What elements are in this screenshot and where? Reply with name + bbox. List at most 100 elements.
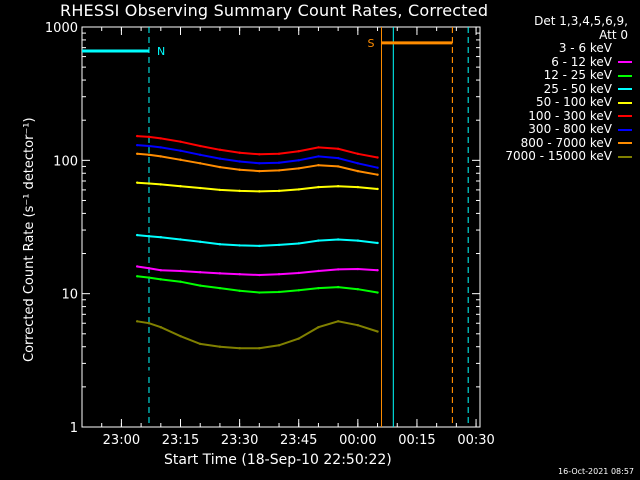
legend-item: 3 - 6 keV — [559, 42, 632, 55]
x-tick-label: 23:45 — [280, 433, 317, 448]
data-point — [336, 370, 340, 373]
data-point — [258, 372, 261, 376]
data-point — [147, 182, 151, 185]
data-point — [159, 326, 163, 329]
series-layer — [135, 134, 379, 380]
data-point — [376, 330, 379, 333]
legend-swatch — [618, 47, 632, 50]
data-point — [317, 163, 320, 167]
legend-swatch — [618, 128, 632, 131]
legend-item: 300 - 800 keV — [528, 123, 632, 136]
data-point — [336, 268, 340, 271]
data-point — [238, 289, 241, 293]
data-point — [147, 370, 151, 373]
timestamp: 16-Oct-2021 08:57 — [558, 467, 634, 476]
data-point — [147, 267, 151, 270]
chart-title: RHESSI Observing Summary Count Rates, Co… — [60, 1, 489, 20]
legend-label: 50 - 100 keV — [535, 95, 612, 109]
annotation-label: S — [367, 37, 374, 50]
data-point — [199, 270, 202, 274]
legend-label: 6 - 12 keV — [551, 54, 612, 69]
data-point — [199, 162, 202, 165]
data-point — [199, 372, 202, 376]
axes-layer: 1 10 100 1000 23:00 23:15 23:30 23:45 00:00 00:15… — [45, 21, 495, 448]
data-point — [376, 187, 379, 191]
data-point — [238, 346, 241, 350]
data-point — [199, 342, 202, 346]
data-point — [135, 275, 139, 278]
data-point — [218, 345, 222, 348]
data-point — [238, 244, 241, 247]
legend-item: 50 - 100 keV — [536, 96, 632, 109]
legend-swatch — [618, 61, 632, 63]
data-point — [376, 241, 379, 245]
data-point — [159, 155, 163, 158]
legend-item: 800 - 7000 keV — [521, 136, 632, 150]
x-tick-label: 00:15 — [398, 433, 435, 448]
data-point — [277, 370, 281, 373]
y-tick-label: 1000 — [45, 21, 78, 36]
data-point — [336, 165, 340, 168]
legend-item: 6 - 12 keV — [551, 54, 632, 69]
data-point — [238, 160, 241, 163]
data-point — [336, 147, 340, 151]
data-point — [376, 372, 379, 376]
data-point — [376, 268, 379, 272]
data-point — [317, 269, 320, 273]
data-point — [218, 286, 222, 290]
data-point — [135, 181, 139, 184]
data-point — [159, 183, 163, 186]
data-point — [336, 184, 340, 188]
data-point — [376, 291, 379, 294]
data-point — [218, 157, 222, 160]
data-point — [159, 278, 163, 281]
data-point — [258, 190, 261, 193]
data-point — [317, 155, 320, 158]
plot-frame — [81, 26, 481, 428]
data-point — [258, 162, 261, 165]
x-tick-label: 00:30 — [457, 433, 494, 448]
data-point — [179, 334, 182, 338]
data-point — [218, 370, 222, 373]
data-point — [238, 272, 241, 276]
legend-swatch — [618, 88, 632, 90]
data-point — [135, 143, 139, 147]
data-point — [356, 152, 360, 155]
data-point — [356, 372, 360, 376]
data-point — [277, 169, 281, 172]
data-point — [356, 288, 360, 291]
data-point — [135, 265, 139, 268]
data-point — [336, 285, 340, 289]
legend-label: 3 - 6 keV — [558, 41, 612, 55]
data-point — [199, 144, 202, 148]
data-point — [277, 272, 281, 276]
series-line — [137, 135, 378, 159]
data-point — [317, 146, 320, 149]
data-point — [199, 240, 202, 243]
data-point — [277, 290, 281, 294]
data-point — [376, 173, 379, 176]
legend-swatch — [618, 142, 632, 144]
legend-header-attenuator: Att 0 — [599, 28, 628, 42]
y-axis-label: Corrected Count Rate (s⁻¹ detector⁻¹) — [22, 117, 37, 362]
data-point — [277, 161, 281, 164]
x-axis-label: Start Time (18-Sep-10 22:50:22) — [164, 452, 392, 468]
data-point — [147, 322, 151, 325]
data-point — [277, 152, 281, 155]
data-point — [336, 238, 340, 241]
data-point — [238, 189, 241, 193]
legend-item: 100 - 300 keV — [528, 109, 632, 123]
data-point — [317, 185, 320, 189]
y-tick-label: 1 — [70, 421, 78, 436]
legend-label: 7000 - 15000 keV — [505, 149, 612, 163]
data-point — [179, 269, 182, 273]
legend-item: 7000 - 15000 keV — [505, 150, 632, 163]
data-point — [218, 272, 222, 275]
data-point — [297, 375, 300, 378]
x-tick-label: 00:00 — [339, 433, 376, 448]
data-point — [179, 140, 182, 143]
data-point — [199, 186, 202, 190]
data-point — [336, 320, 340, 323]
data-point — [147, 234, 151, 238]
